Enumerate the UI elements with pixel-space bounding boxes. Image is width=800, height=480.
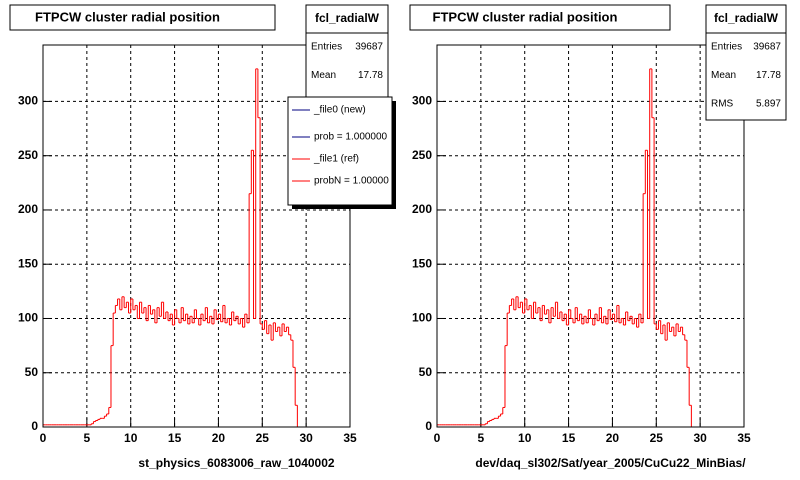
x-tick-label: 15 (562, 431, 576, 445)
title-box (9, 4, 276, 31)
y-tick-label: 0 (31, 419, 38, 433)
y-tick-label: 100 (412, 311, 432, 325)
y-tick-label: 300 (18, 94, 38, 108)
title-box (409, 4, 671, 31)
plot-frame (436, 44, 745, 428)
legend-box (287, 96, 393, 206)
stats-label: Mean (311, 70, 336, 81)
x-tick-label: 5 (478, 431, 485, 445)
x-tick-label: 0 (40, 431, 47, 445)
y-tick-label: 250 (412, 148, 432, 162)
stats-box (705, 4, 787, 121)
y-tick-label: 150 (18, 256, 38, 270)
x-tick-label: 0 (434, 431, 441, 445)
histogram-connector (90, 68, 298, 427)
stats-title: fcl_radialW (714, 11, 779, 25)
legend-label: _file0 (new) (313, 105, 366, 116)
x-axis-title: st_physics_6083006_raw_1040002 (138, 456, 334, 470)
x-tick-label: 35 (737, 431, 751, 445)
y-tick-label: 300 (412, 94, 432, 108)
x-tick-label: 15 (168, 431, 182, 445)
stats-value: 17.78 (358, 70, 383, 81)
x-tick-label: 35 (343, 431, 357, 445)
y-tick-label: 150 (412, 256, 432, 270)
x-tick-label: 5 (84, 431, 91, 445)
histogram-connector (484, 68, 692, 427)
stats-label: RMS (711, 99, 734, 110)
stats-label: Mean (711, 70, 736, 81)
y-tick-label: 200 (412, 202, 432, 216)
chart-title: FTPCW cluster radial position (433, 9, 618, 24)
x-tick-label: 10 (124, 431, 138, 445)
stats-value: 39687 (753, 42, 781, 53)
stats-value: 39687 (355, 42, 383, 53)
y-tick-label: 200 (18, 202, 38, 216)
stats-title: fcl_radialW (315, 11, 380, 25)
plot-border (436, 44, 745, 428)
stats-value: 17.78 (756, 70, 781, 81)
y-tick-label: 50 (419, 365, 433, 379)
x-tick-label: 20 (212, 431, 226, 445)
legend: _file0 (new) prob = 1.000000 _file1 (ref) p… (292, 105, 389, 187)
legend-label: probN = 1.00000 (314, 176, 389, 187)
x-tick-label: 30 (693, 431, 707, 445)
x-tick-label: 25 (650, 431, 664, 445)
legend-label: _file1 (ref) (313, 154, 359, 165)
y-tick-label: 0 (425, 419, 432, 433)
y-tick-label: 250 (18, 148, 38, 162)
plot-border (42, 44, 351, 428)
chart-title: FTPCW cluster radial position (35, 9, 220, 24)
legend-label: prob = 1.000000 (314, 132, 388, 143)
y-tick-label: 100 (18, 311, 38, 325)
x-tick-label: 10 (518, 431, 532, 445)
x-axis-title: dev/daq_sl302/Sat/year_2005/CuCu22_MinBi… (475, 456, 746, 470)
x-tick-label: 25 (256, 431, 270, 445)
x-tick-label: 20 (606, 431, 620, 445)
stats-label: Entries (711, 42, 742, 53)
x-tick-label: 30 (299, 431, 313, 445)
y-tick-label: 50 (25, 365, 39, 379)
stats-label: Entries (311, 42, 342, 53)
stats-value: 5.897 (756, 99, 781, 110)
